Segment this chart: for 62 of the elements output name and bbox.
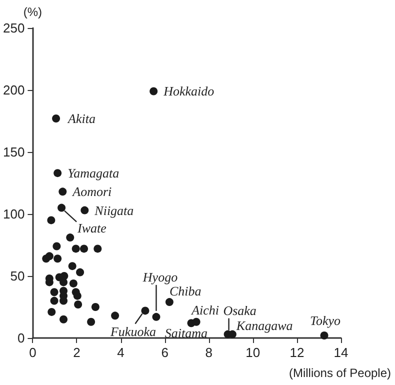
y-tick-label: 200 (2, 82, 25, 98)
x-tick-label: 4 (117, 345, 124, 360)
point (74, 300, 82, 309)
x-axis-title: (Millions of People) (288, 366, 392, 380)
point (68, 262, 76, 270)
annotation: Kanagawa (235, 318, 294, 333)
x-tick-label: 8 (205, 345, 212, 360)
point (94, 244, 102, 253)
x-tick-label: 14 (334, 345, 348, 360)
annotation: Hokkaido (162, 84, 215, 99)
y-axis-title: (%) (23, 5, 42, 19)
point (52, 114, 60, 123)
annotation: Fukuoka (109, 324, 156, 340)
point (152, 312, 160, 321)
point (45, 252, 54, 260)
point (47, 216, 56, 224)
point (141, 306, 150, 315)
y-tick-label: 0 (17, 330, 25, 346)
y-tick-label: 100 (2, 206, 25, 222)
annotation: Hyogo (142, 269, 178, 284)
annotation: Tokyo (310, 313, 342, 328)
x-tick-label: 6 (161, 345, 168, 360)
point (52, 242, 61, 250)
x-tick-label: 2 (73, 345, 80, 360)
point (58, 204, 66, 212)
annotation: Niigata (94, 202, 134, 218)
annotation: Aichi (190, 302, 220, 318)
point (60, 278, 68, 286)
y-tick-label: 150 (2, 144, 25, 160)
annotation: Osaka (223, 302, 257, 318)
point (69, 279, 78, 288)
point (91, 303, 100, 311)
point (80, 206, 89, 214)
y-tick-label: 250 (2, 20, 25, 36)
point (54, 169, 62, 178)
annotation: Saitama (164, 326, 208, 341)
point (165, 298, 174, 306)
point (111, 312, 120, 320)
point (320, 332, 328, 340)
point (80, 244, 88, 253)
annotation: Chiba (169, 284, 202, 299)
y-tick-label: 50 (10, 268, 25, 284)
point (87, 318, 96, 326)
annotation: Akita (67, 111, 96, 126)
x-tick-label: 0 (29, 345, 36, 360)
point (50, 288, 58, 296)
point (58, 188, 67, 196)
point (66, 234, 74, 242)
point (72, 244, 80, 253)
point (192, 318, 200, 326)
point (76, 268, 84, 276)
point (150, 87, 158, 96)
point (54, 254, 62, 263)
point (50, 296, 58, 305)
x-tick-label: 12 (290, 345, 304, 360)
annotation: Yamagata (68, 166, 120, 181)
point (48, 308, 56, 316)
annotation: Aomori (72, 184, 112, 200)
x-tick-label: 10 (246, 345, 260, 360)
point (60, 315, 68, 324)
annotation: Iwate (76, 220, 107, 236)
point (73, 292, 82, 300)
